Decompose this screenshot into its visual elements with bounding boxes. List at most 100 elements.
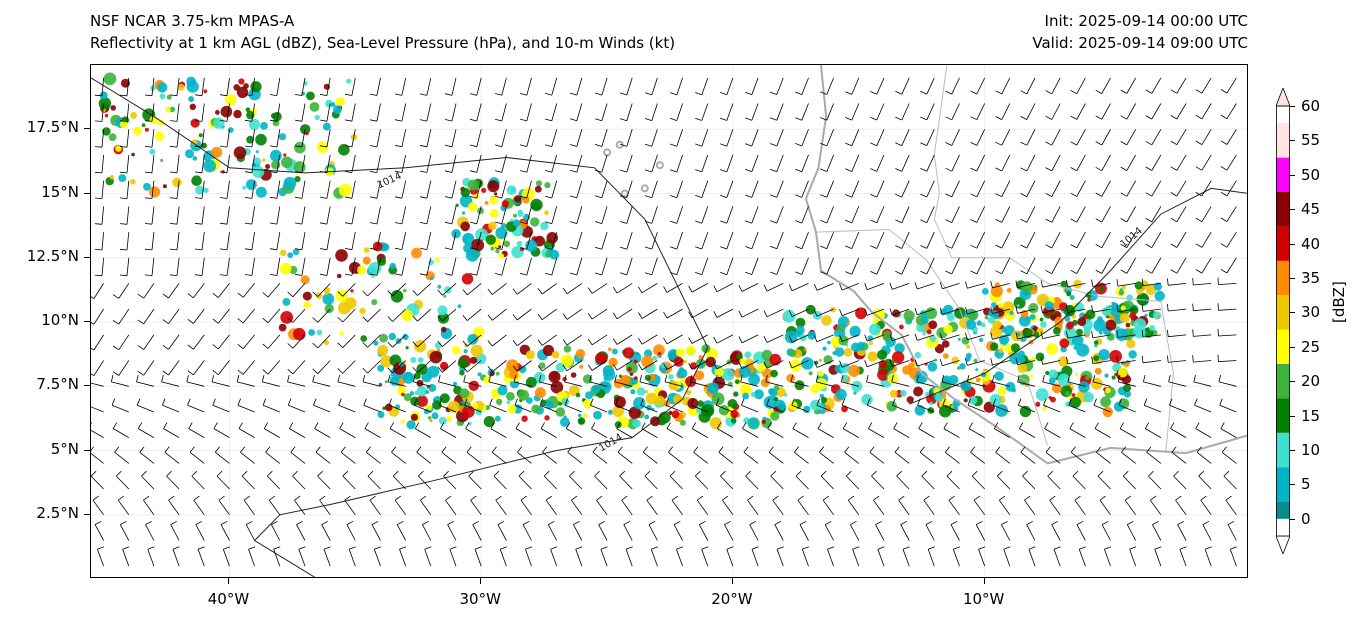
wind-barb xyxy=(776,549,784,567)
reflectivity-cell xyxy=(192,156,198,161)
wind-barb xyxy=(526,77,532,96)
wind-barb-feather xyxy=(144,248,153,251)
reflectivity-cell xyxy=(889,389,898,398)
wind-barb xyxy=(1076,154,1086,171)
wind-barb-feather xyxy=(791,398,795,406)
wind-barb-feather xyxy=(688,362,693,370)
wind-barb xyxy=(942,308,960,315)
wind-barb xyxy=(472,524,482,541)
wind-barb xyxy=(1042,381,1061,387)
wind-barb-feather xyxy=(268,495,276,501)
wind-barb-feather xyxy=(968,422,973,429)
colorbar-extend-max xyxy=(1276,88,1290,107)
wind-barb xyxy=(726,206,734,224)
reflectivity-cell xyxy=(439,416,447,425)
wind-barb xyxy=(851,206,860,224)
reflectivity-cell xyxy=(1069,295,1075,300)
wind-barb xyxy=(541,308,557,321)
wind-barb-feather xyxy=(644,470,651,477)
wind-barb xyxy=(551,206,558,224)
wind-barb xyxy=(1026,129,1036,146)
wind-barb xyxy=(641,308,658,319)
wind-barb-feather xyxy=(720,220,727,224)
wind-barb xyxy=(501,180,507,199)
lat-label: 7.5°N xyxy=(36,375,79,394)
reflectivity-cell xyxy=(280,311,294,324)
wind-barb xyxy=(226,257,230,276)
reflectivity-cell xyxy=(526,397,533,404)
wind-barb xyxy=(1117,283,1136,287)
wind-barb xyxy=(426,103,432,122)
wind-barb xyxy=(621,499,633,516)
wind-barb-feather xyxy=(1195,114,1203,120)
wind-barb xyxy=(516,308,532,321)
wind-barb-feather xyxy=(1173,470,1179,477)
wind-barb xyxy=(772,499,784,516)
wind-barb xyxy=(967,308,985,315)
reflectivity-cell xyxy=(188,96,195,102)
wind-barb-feather xyxy=(713,336,718,344)
reflectivity-cell xyxy=(705,356,716,368)
wind-barb xyxy=(566,308,583,320)
wind-barb-feather xyxy=(864,334,868,342)
reflectivity-cell xyxy=(338,144,350,156)
wind-barb-feather xyxy=(945,167,952,172)
wind-barb xyxy=(426,129,432,147)
wind-barb xyxy=(267,475,281,490)
wind-barb xyxy=(676,103,683,121)
wind-barb xyxy=(1067,334,1086,339)
wind-barb-feather xyxy=(94,94,103,97)
wind-barb xyxy=(467,283,482,296)
reflectivity-cell xyxy=(633,376,638,380)
reflectivity-cell xyxy=(118,174,127,183)
reflectivity-cell xyxy=(250,81,262,93)
wind-barb xyxy=(126,129,130,148)
reflectivity-cell xyxy=(1039,317,1044,322)
wind-barb xyxy=(951,103,960,120)
wind-barb-feather xyxy=(914,307,918,315)
wind-barb-feather xyxy=(745,91,752,96)
colorbar-tick-label: 50 xyxy=(1301,165,1321,184)
colorbar-tick xyxy=(1290,518,1295,520)
wind-barb-feather xyxy=(344,273,352,276)
wind-barb-feather xyxy=(669,470,676,477)
reflectivity-cell xyxy=(403,393,412,402)
wind-barb-feather xyxy=(212,292,219,298)
wind-barb xyxy=(976,180,986,197)
wind-barb-feather xyxy=(623,520,631,525)
wind-barb xyxy=(592,451,608,464)
wind-barb-feather xyxy=(1049,495,1056,501)
reflectivity-cell xyxy=(220,105,233,118)
reflectivity-cell xyxy=(942,353,949,359)
wind-barb xyxy=(741,334,759,344)
wind-barb xyxy=(1097,475,1111,490)
wind-barb xyxy=(691,334,708,344)
wind-barb-feather xyxy=(294,222,302,225)
reflectivity-cell xyxy=(721,368,735,381)
wind-barb-feather xyxy=(920,90,927,95)
wind-barb xyxy=(601,231,608,250)
reflectivity-cell xyxy=(451,229,461,239)
wind-barb xyxy=(717,428,734,438)
wind-barb xyxy=(294,499,306,516)
wind-barb-feather xyxy=(767,422,772,429)
reflectivity-cell xyxy=(560,417,570,427)
colorbar-tick-label: 20 xyxy=(1301,372,1321,391)
reflectivity-cell xyxy=(431,412,439,420)
reflectivity-cell xyxy=(477,207,484,215)
wind-barb-feather xyxy=(412,341,418,348)
wind-barb xyxy=(601,206,608,224)
reflectivity-cell xyxy=(550,380,564,394)
wind-barb xyxy=(741,308,759,318)
wind-barb xyxy=(1168,381,1187,387)
wind-barb xyxy=(526,129,532,147)
wind-barb-feather xyxy=(967,398,971,406)
wind-barb-feather xyxy=(691,422,697,429)
wind-barb xyxy=(1142,283,1161,287)
wind-barb xyxy=(676,180,683,198)
wind-barb xyxy=(191,475,205,490)
reflectivity-cell xyxy=(795,317,806,328)
wind-barb xyxy=(566,283,583,295)
wind-barb-feather xyxy=(413,398,418,406)
wind-barb xyxy=(464,404,482,413)
